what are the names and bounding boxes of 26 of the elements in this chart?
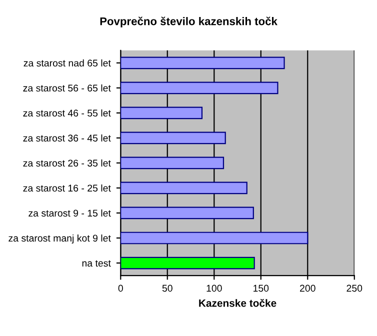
y-tick-label: za starost 36 - 45 let bbox=[23, 134, 111, 142]
y-tick-label: za starost 26 - 35 let bbox=[23, 159, 111, 167]
x-tick-label: 250 bbox=[346, 284, 362, 292]
y-tick-label: za starost 16 - 25 let bbox=[23, 184, 111, 192]
x-tick-label: 150 bbox=[254, 284, 269, 292]
bar bbox=[120, 56, 285, 70]
bar bbox=[120, 156, 224, 170]
y-tick-label: za starost manj kot 9 let bbox=[8, 234, 111, 244]
y-tick-label: za starost 46 - 55 let bbox=[23, 109, 111, 117]
bar bbox=[120, 132, 226, 144]
y-tick-label: za starost 56 - 65 let bbox=[23, 84, 111, 92]
bar bbox=[120, 106, 203, 120]
bar bbox=[120, 206, 254, 220]
bar bbox=[120, 182, 248, 194]
x-tick-label: 0 bbox=[118, 284, 123, 292]
bar bbox=[120, 82, 278, 94]
y-tick-label: za starost nad 65 let bbox=[24, 59, 111, 67]
x-axis-title: Kazenske točke bbox=[199, 298, 276, 307]
x-tick-label: 100 bbox=[206, 284, 222, 292]
chart-title: Povprečno število kazenskih točk bbox=[100, 16, 278, 28]
y-tick-label: na test bbox=[82, 260, 111, 267]
y-tick-label: za starost 9 - 15 let bbox=[28, 209, 111, 217]
x-tick-label: 200 bbox=[300, 284, 316, 292]
x-tick-label: 50 bbox=[162, 284, 172, 292]
bar bbox=[120, 256, 255, 270]
bar bbox=[120, 232, 308, 244]
